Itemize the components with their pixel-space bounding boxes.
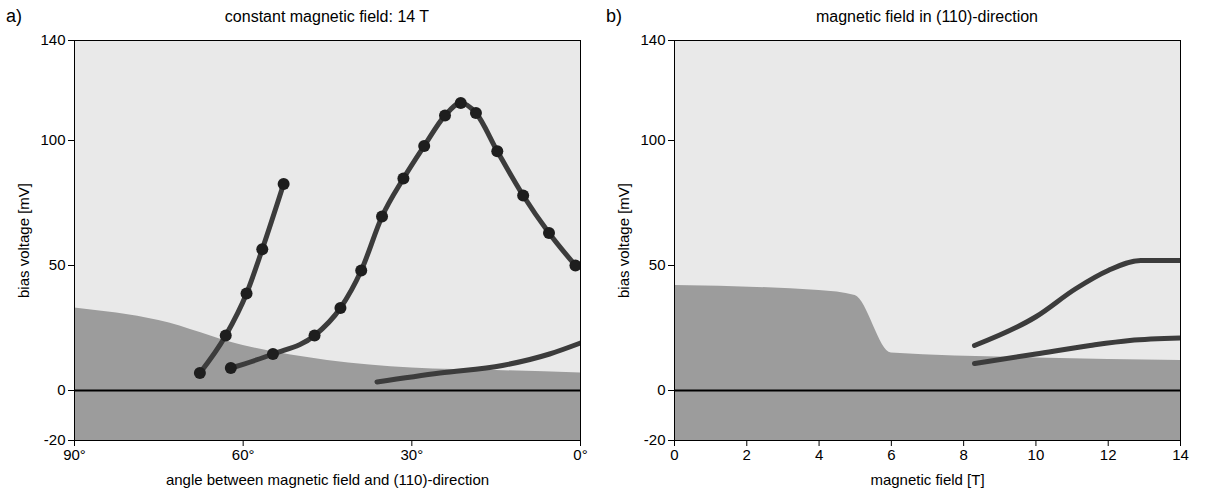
svg-text:angle between magnetic field a: angle between magnetic field and (110)-d… <box>166 471 489 488</box>
svg-text:-20: -20 <box>43 431 66 449</box>
svg-text:0: 0 <box>57 381 65 398</box>
html-text:a): a) <box>6 6 22 26</box>
svg-text:bias voltage [mV]: bias voltage [mV] <box>15 183 32 298</box>
svg-text:bias voltage [mV]: bias voltage [mV] <box>615 183 632 298</box>
svg-text:14: 14 <box>1172 446 1189 463</box>
svg-text:magnetic field [T]: magnetic field [T] <box>870 471 984 488</box>
svg-text:8: 8 <box>959 446 967 463</box>
svg-text:100: 100 <box>40 131 65 148</box>
svg-text:0°: 0° <box>573 446 587 463</box>
html-text:magnetic field in (110)-direct: magnetic field in (110)-direction <box>816 8 1038 25</box>
svg-text:12: 12 <box>1100 446 1117 463</box>
html-text:b): b) <box>606 6 622 26</box>
svg-text:100: 100 <box>640 131 665 148</box>
svg-text:6: 6 <box>887 446 895 463</box>
html-text:constant magnetic field: 14 T: constant magnetic field: 14 T <box>224 8 430 25</box>
svg-text:4: 4 <box>815 446 823 463</box>
svg-text:30°: 30° <box>400 446 423 463</box>
svg-text:50: 50 <box>649 256 666 273</box>
svg-text:0: 0 <box>670 446 678 463</box>
svg-text:50: 50 <box>49 256 66 273</box>
svg-text:140: 140 <box>40 31 65 48</box>
svg-text:140: 140 <box>640 31 665 48</box>
svg-text:0: 0 <box>657 381 665 398</box>
svg-text:2: 2 <box>743 446 751 463</box>
svg-text:60°: 60° <box>232 446 255 463</box>
svg-text:10: 10 <box>1028 446 1045 463</box>
svg-text:90°: 90° <box>63 446 86 463</box>
svg-text:-20: -20 <box>644 431 666 448</box>
